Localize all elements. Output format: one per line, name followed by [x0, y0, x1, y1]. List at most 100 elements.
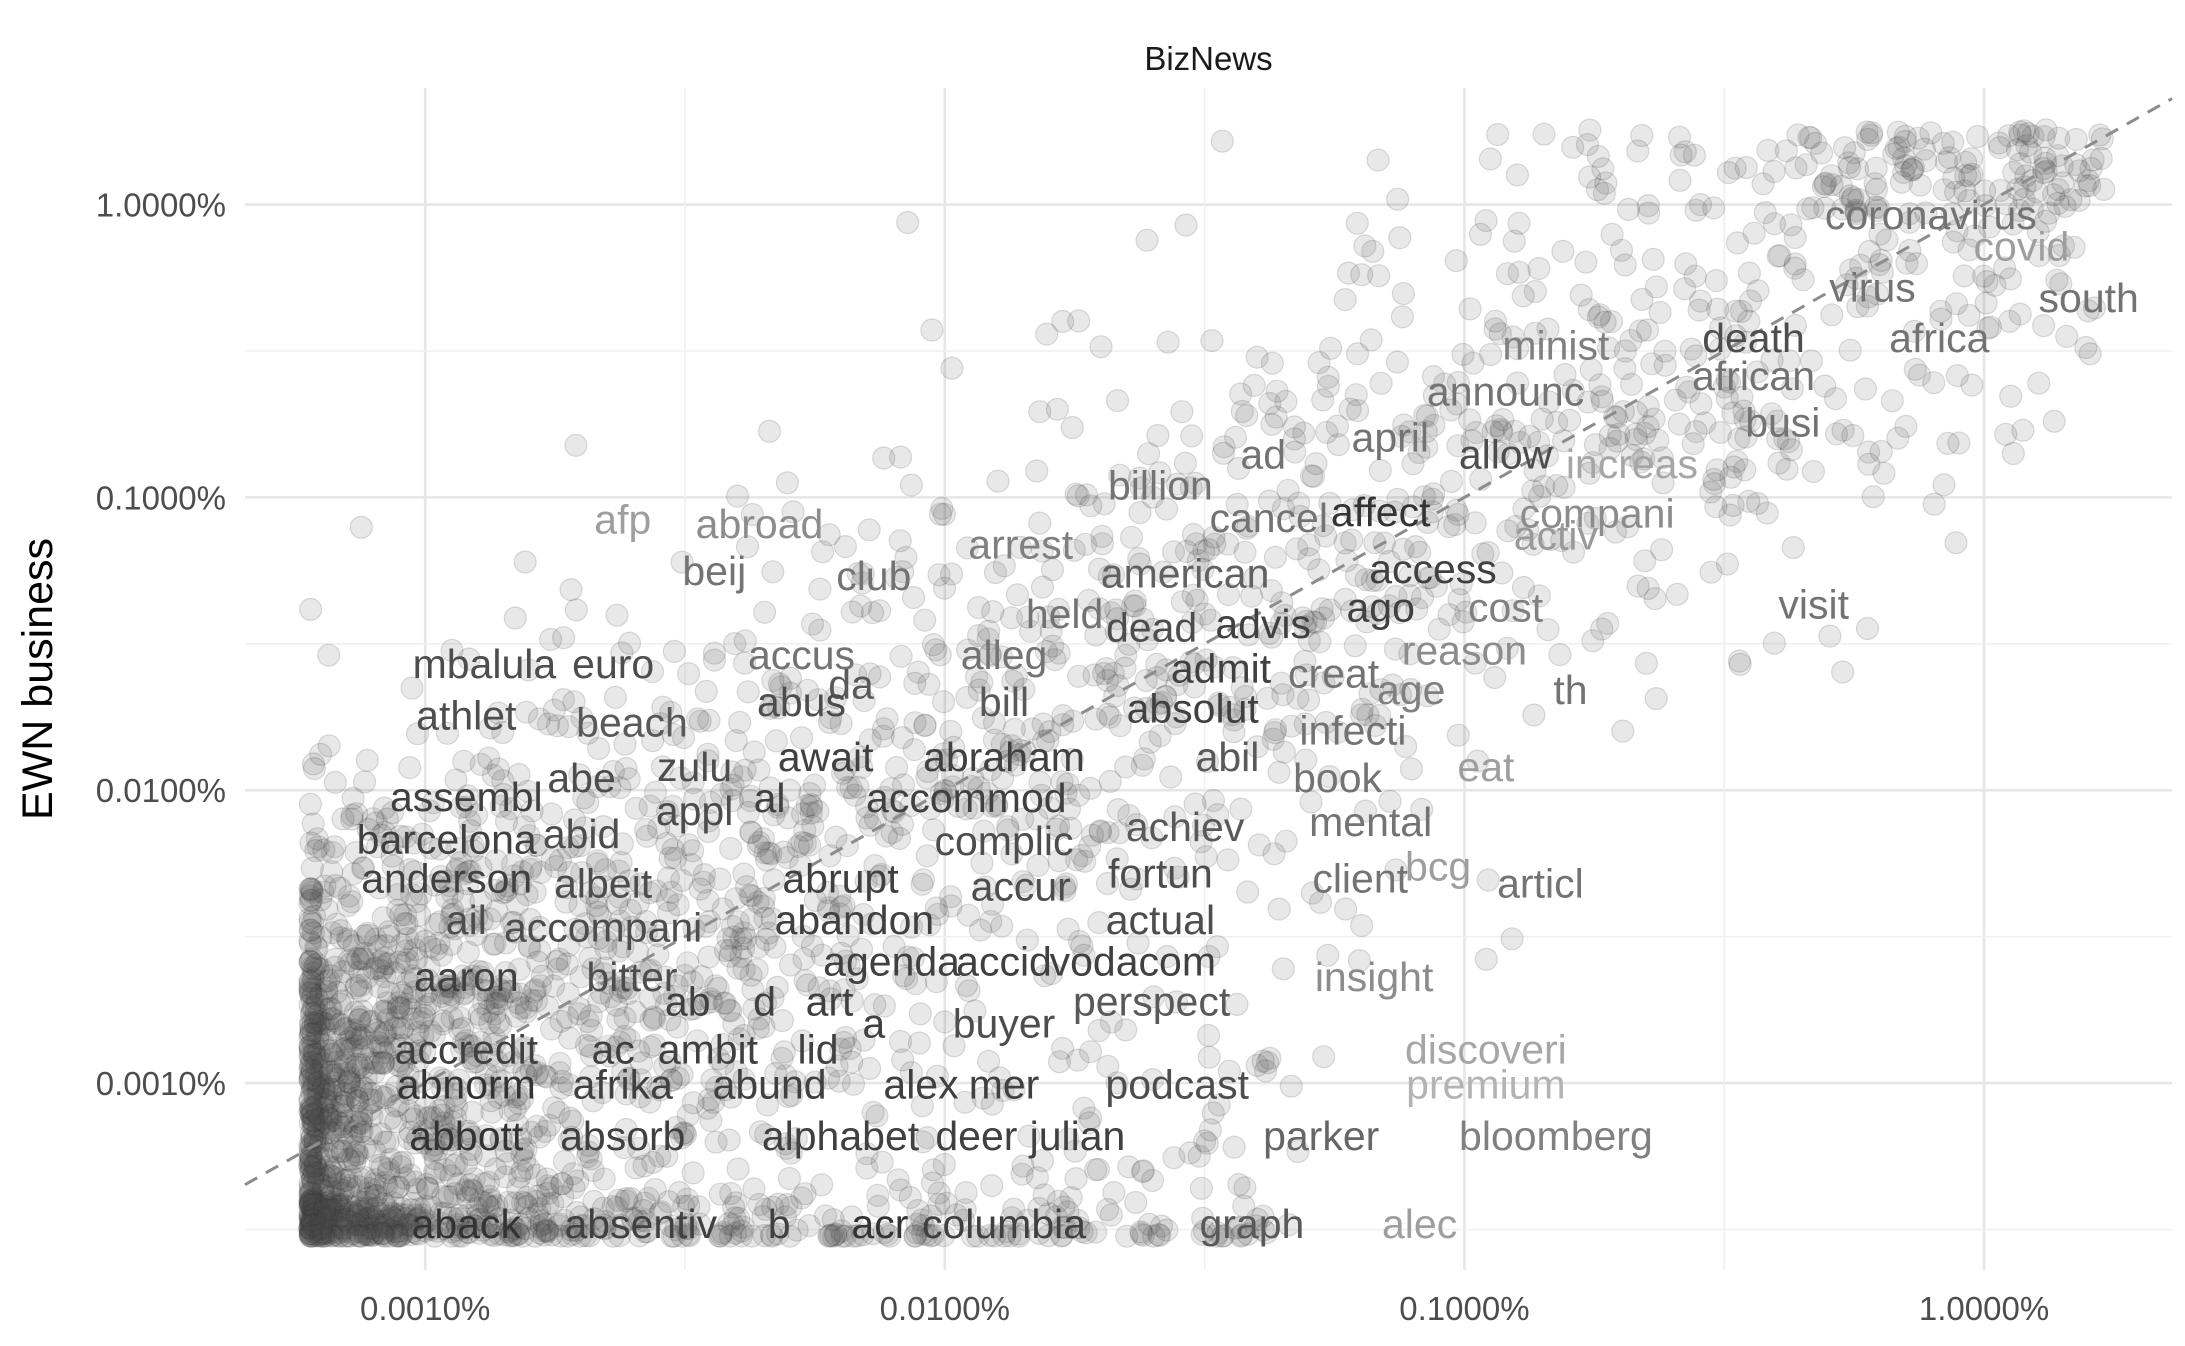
data-point [579, 1065, 603, 1089]
word-label: alec [1382, 1201, 1457, 1247]
data-point [555, 952, 579, 976]
data-point [1648, 300, 1672, 325]
data-point [316, 1105, 340, 1129]
word-label: appl [656, 788, 734, 834]
data-point [624, 796, 648, 820]
data-point [1014, 873, 1038, 897]
data-point [1437, 602, 1461, 627]
data-point [301, 1210, 325, 1235]
data-point [777, 1166, 802, 1191]
data-point [1099, 1203, 1123, 1227]
data-point [357, 1186, 381, 1210]
data-point [700, 1068, 724, 1092]
data-point [1683, 264, 1707, 288]
data-point [1122, 696, 1147, 720]
data-point [474, 1073, 498, 1097]
data-point [1344, 383, 1368, 407]
data-point [1020, 717, 1045, 741]
data-point [513, 1191, 537, 1216]
data-point [824, 825, 848, 849]
data-point [670, 868, 694, 893]
data-point [350, 947, 374, 971]
word-label: insight [1315, 954, 1434, 1000]
data-point [419, 836, 443, 860]
data-point [1076, 588, 1101, 613]
data-point [1813, 374, 1837, 398]
data-point [318, 1077, 342, 1101]
data-point [694, 679, 718, 704]
data-point [501, 1050, 525, 1074]
data-point [1202, 525, 1226, 549]
data-point [299, 1013, 323, 1037]
data-point [386, 882, 410, 907]
data-point [928, 643, 952, 667]
data-point [348, 1110, 373, 1135]
y-tick-label: 0.1000% [96, 479, 226, 516]
data-point [485, 899, 509, 923]
word-label: activ [1514, 513, 1599, 559]
word-label: south [2039, 275, 2139, 321]
data-point [653, 965, 677, 989]
data-point [298, 976, 322, 1000]
data-point [336, 1223, 360, 1248]
data-point [980, 1173, 1004, 1198]
data-point [369, 823, 394, 847]
data-point [617, 869, 641, 893]
data-point [1522, 703, 1546, 727]
data-point [310, 1055, 334, 1079]
data-point [301, 983, 325, 1007]
data-point [1262, 842, 1286, 866]
data-point [299, 1051, 323, 1075]
data-point [329, 926, 353, 950]
data-point [886, 1168, 910, 1192]
word-label: anderson [361, 855, 532, 901]
data-point [2081, 148, 2105, 172]
data-point [1611, 719, 1635, 743]
data-point [978, 643, 1002, 668]
data-point [638, 794, 662, 818]
word-label: virus [1829, 265, 1916, 311]
data-point [1383, 500, 1407, 524]
data-point [299, 877, 323, 901]
data-point [453, 1178, 477, 1202]
data-point [1407, 440, 1431, 465]
data-point [910, 872, 934, 896]
word-label: th [1553, 667, 1587, 713]
data-point [1505, 337, 1530, 361]
data-point [675, 1187, 699, 1211]
data-point [1952, 264, 1976, 288]
data-point [458, 913, 482, 937]
data-point [549, 1009, 573, 1033]
data-point [443, 917, 467, 941]
data-point [1897, 202, 1922, 226]
word-label: alphabet [762, 1113, 920, 1159]
data-point [790, 802, 815, 826]
data-point [1113, 656, 1137, 680]
data-point [1087, 910, 1111, 935]
data-point [1084, 1158, 1108, 1182]
word-label: busi [1745, 400, 1820, 446]
data-point [421, 1138, 445, 1162]
data-point [359, 1009, 383, 1033]
data-point [775, 471, 800, 495]
data-point [394, 951, 418, 975]
data-point [817, 523, 841, 547]
data-point [1507, 211, 1531, 235]
data-point [311, 1075, 335, 1099]
y-axis-ticks: 0.0010% 0.0100% 0.1000% 1.0000% [96, 187, 226, 1103]
data-point [364, 1209, 388, 1234]
data-point [1119, 525, 1144, 549]
data-point [394, 992, 418, 1016]
data-point [1216, 848, 1240, 872]
data-point [1210, 129, 1234, 153]
data-point [1304, 452, 1328, 476]
data-point [428, 837, 452, 861]
word-label: achiev [1126, 804, 1245, 850]
data-point [975, 781, 999, 805]
word-label: parker [1263, 1113, 1379, 1159]
data-point [1965, 124, 1990, 149]
data-point [540, 848, 564, 872]
data-point [1195, 1131, 1219, 1155]
data-point [326, 1058, 351, 1083]
data-point [1893, 124, 1918, 148]
